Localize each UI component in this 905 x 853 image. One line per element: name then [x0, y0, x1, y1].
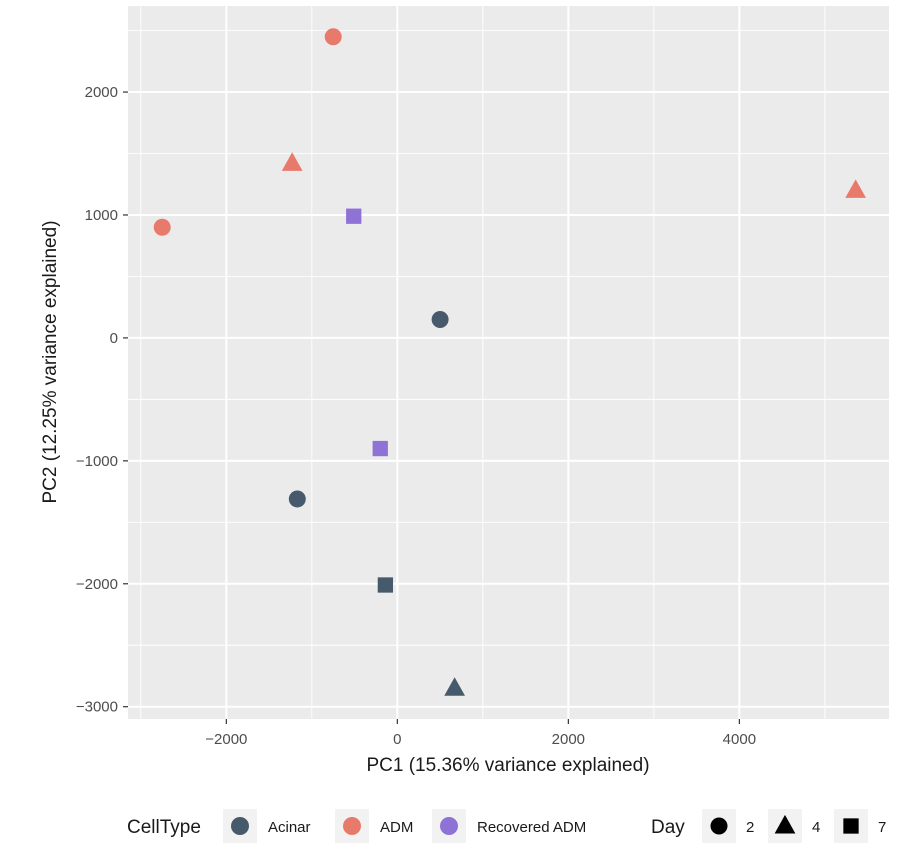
legend-key-circle: [710, 817, 728, 835]
legend-key-circle: [231, 817, 249, 835]
y-tick-label: 2000: [85, 84, 118, 101]
y-tick-label: 1000: [85, 207, 118, 224]
data-point-square: [372, 440, 388, 457]
legend-label-celltype: ADM: [380, 819, 413, 836]
panel-background: [128, 6, 889, 719]
x-tick-label: −2000: [205, 731, 247, 748]
y-tick-label: 0: [110, 330, 118, 347]
y-axis-ticks: −3000 −2000 −1000 0 1000 2000: [76, 84, 128, 716]
y-tick-label: −1000: [76, 453, 118, 470]
legend: CellType Acinar ADM Recovered ADM Day 2 4 7: [127, 809, 886, 843]
x-tick-label: 2000: [552, 731, 585, 748]
data-point-circle: [288, 490, 306, 508]
data-point-circle: [153, 218, 171, 236]
legend-label-celltype: Recovered ADM: [477, 819, 586, 836]
data-point-triangle: [281, 152, 303, 171]
data-point-triangle: [845, 179, 867, 198]
data-points: [153, 28, 867, 696]
legend-label-day: 7: [878, 819, 886, 836]
data-point-circle: [431, 310, 449, 328]
data-point-square: [377, 577, 394, 593]
y-tick-label: −2000: [76, 576, 118, 593]
legend-title-day: Day: [651, 817, 685, 838]
legend-key-square: [843, 818, 859, 834]
data-point-circle: [324, 28, 342, 46]
legend-key-circle: [440, 817, 458, 835]
grid-major: [128, 6, 889, 719]
x-axis-title: PC1 (15.36% variance explained): [366, 755, 649, 776]
y-tick-label: −3000: [76, 699, 118, 716]
legend-key-circle: [343, 817, 361, 835]
legend-title-celltype: CellType: [127, 817, 201, 838]
x-axis-ticks: −2000 0 2000 4000: [205, 719, 756, 748]
legend-label-day: 2: [746, 819, 754, 836]
x-tick-label: 0: [393, 731, 401, 748]
grid-minor: [128, 6, 889, 719]
legend-label-day: 4: [812, 819, 820, 836]
x-tick-label: 4000: [723, 731, 756, 748]
data-point-square: [346, 208, 362, 224]
legend-label-celltype: Acinar: [268, 819, 311, 836]
legend-key-triangle: [774, 814, 796, 834]
y-axis-title: PC2 (12.25% variance explained): [40, 220, 61, 503]
data-point-triangle: [444, 677, 466, 696]
